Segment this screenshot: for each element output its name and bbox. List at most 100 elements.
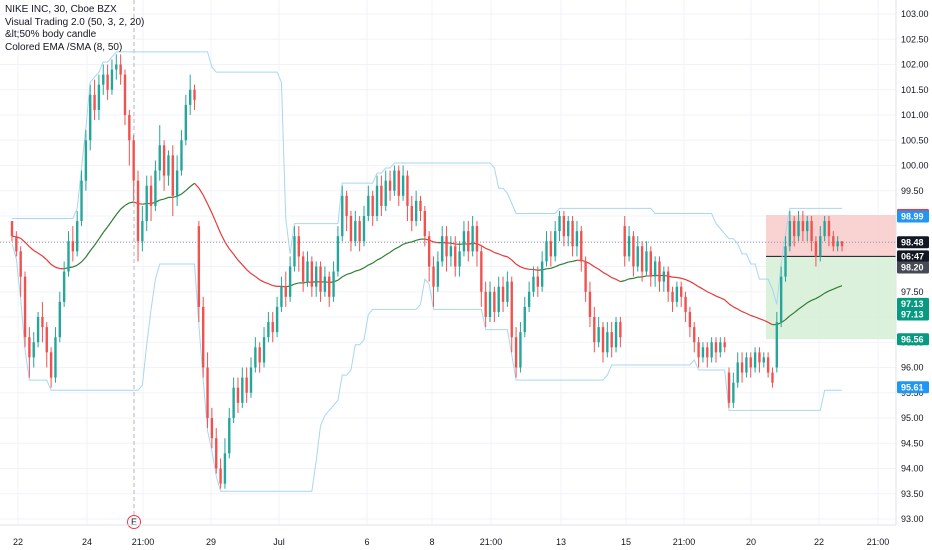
candle[interactable] — [301, 251, 305, 292]
candle[interactable] — [445, 226, 448, 272]
candle[interactable] — [762, 352, 765, 368]
candle[interactable] — [171, 145, 174, 216]
candle[interactable] — [80, 170, 83, 227]
candle[interactable] — [501, 276, 505, 312]
candle[interactable] — [219, 458, 222, 489]
candle[interactable] — [649, 246, 652, 287]
candle[interactable] — [228, 407, 231, 459]
candle[interactable] — [280, 276, 283, 312]
candle[interactable] — [719, 337, 722, 358]
candle[interactable] — [675, 281, 679, 307]
candle[interactable] — [419, 195, 422, 222]
candle[interactable] — [206, 352, 209, 429]
candle[interactable] — [488, 281, 492, 323]
candle[interactable] — [519, 322, 522, 373]
candle[interactable] — [341, 185, 344, 242]
candle[interactable] — [610, 322, 613, 358]
candle[interactable] — [514, 327, 518, 378]
candle[interactable] — [471, 216, 474, 257]
candle[interactable] — [723, 337, 726, 353]
candle[interactable] — [588, 281, 592, 328]
candle[interactable] — [284, 271, 287, 307]
candle[interactable] — [345, 190, 348, 232]
candle[interactable] — [745, 352, 748, 378]
candle[interactable] — [662, 266, 666, 292]
candle[interactable] — [671, 286, 674, 312]
candle[interactable] — [10, 221, 14, 242]
candle[interactable] — [571, 216, 574, 257]
candle[interactable] — [232, 377, 235, 424]
candle[interactable] — [436, 251, 440, 292]
candle[interactable] — [636, 236, 639, 272]
candle[interactable] — [128, 109, 131, 166]
candle[interactable] — [766, 352, 770, 378]
price-badge[interactable]: 98.99 — [897, 210, 929, 223]
candle[interactable] — [840, 241, 844, 252]
candle[interactable] — [45, 322, 48, 368]
candle[interactable] — [162, 140, 166, 191]
candle[interactable] — [89, 84, 92, 151]
candle[interactable] — [67, 231, 70, 277]
time-axis[interactable]: 22 24 21:00 29 Jul 6 8 21:00 13 15 21:00 20 22 21:00 — [0, 524, 896, 547]
candle[interactable] — [793, 216, 796, 247]
candle[interactable] — [593, 306, 596, 353]
candle[interactable] — [384, 170, 387, 211]
candle[interactable] — [540, 251, 544, 292]
candle[interactable] — [175, 155, 179, 206]
candle[interactable] — [758, 347, 761, 373]
candle[interactable] — [779, 266, 783, 328]
candle[interactable] — [119, 54, 122, 85]
candle[interactable] — [562, 210, 566, 247]
candle[interactable] — [110, 59, 114, 95]
candle[interactable] — [323, 266, 327, 297]
candle[interactable] — [167, 150, 170, 186]
candle[interactable] — [41, 301, 44, 343]
candle[interactable] — [771, 367, 774, 388]
candle[interactable] — [184, 94, 188, 146]
candle[interactable] — [623, 216, 626, 267]
candle[interactable] — [123, 69, 127, 126]
candle[interactable] — [293, 226, 296, 272]
candle[interactable] — [54, 327, 57, 383]
candle[interactable] — [784, 236, 787, 282]
candle[interactable] — [697, 337, 700, 368]
candle[interactable] — [680, 281, 683, 307]
candle[interactable] — [288, 256, 292, 302]
candle[interactable] — [319, 261, 322, 302]
candle[interactable] — [740, 352, 744, 383]
candle[interactable] — [158, 125, 161, 181]
candle[interactable] — [115, 54, 118, 80]
candle[interactable] — [49, 347, 53, 388]
candle[interactable] — [36, 311, 40, 348]
candle[interactable] — [254, 337, 257, 373]
candle[interactable] — [271, 311, 274, 343]
price-badge[interactable]: 97.13 — [897, 308, 929, 321]
candle[interactable] — [358, 216, 361, 252]
candle[interactable] — [97, 74, 101, 121]
candle[interactable] — [423, 205, 427, 247]
candle[interactable] — [810, 216, 813, 252]
candle[interactable] — [62, 261, 66, 307]
candle[interactable] — [241, 367, 244, 408]
candle[interactable] — [480, 246, 483, 307]
candle[interactable] — [132, 135, 135, 201]
price-badge[interactable]: 98.20 — [897, 261, 929, 274]
candle[interactable] — [32, 332, 35, 368]
candle[interactable] — [614, 317, 618, 353]
candle[interactable] — [601, 322, 605, 363]
candle[interactable] — [836, 236, 839, 252]
candle[interactable] — [306, 251, 309, 287]
candle[interactable] — [462, 221, 466, 257]
candle[interactable] — [536, 266, 540, 297]
candle[interactable] — [797, 210, 800, 242]
candle[interactable] — [619, 317, 622, 348]
candle[interactable] — [553, 221, 557, 262]
candle[interactable] — [371, 190, 374, 227]
candle[interactable] — [454, 236, 457, 277]
candle[interactable] — [580, 226, 583, 272]
candle[interactable] — [427, 231, 431, 282]
candle[interactable] — [401, 165, 405, 201]
candle[interactable] — [202, 296, 205, 378]
